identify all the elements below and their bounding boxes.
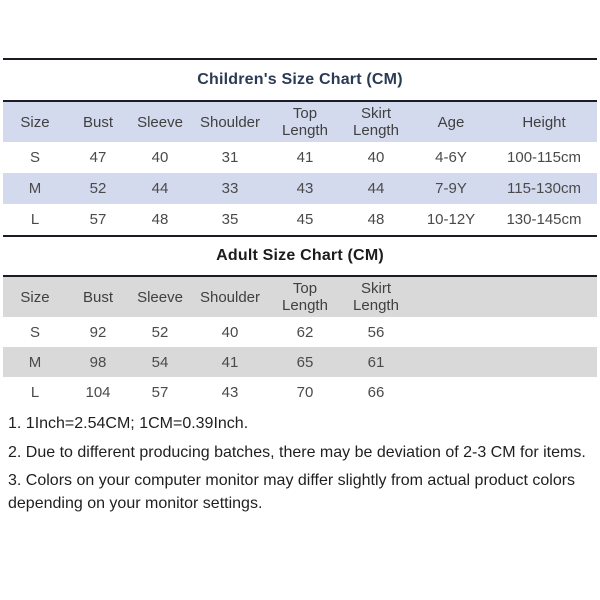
table-cell: 43: [296, 180, 314, 197]
table-row-adult-l: L 104 57 43 70 66: [3, 377, 597, 407]
children-header-row: Size Bust Sleeve Shoulder Top Length Ski…: [3, 102, 597, 142]
column-header-bust: Bust: [82, 288, 113, 306]
note-item-3: 3. Colors on your computer monitor may d…: [8, 472, 576, 513]
table-cell: 48: [151, 211, 169, 228]
table-cell: 41: [296, 149, 314, 166]
table-cell: 43: [221, 383, 239, 401]
column-header-shoulder: Shoulder: [199, 113, 261, 131]
table-cell: 35: [221, 211, 239, 228]
table-cell: 115-130cm: [507, 180, 581, 197]
table-cell: 61: [367, 353, 385, 371]
table-cell: L: [30, 383, 40, 401]
column-header-age: Age: [437, 113, 465, 131]
table-cell: 52: [89, 180, 107, 197]
table-cell: 45: [296, 211, 314, 228]
children-title-divider: [3, 100, 597, 102]
table-cell: 10-12Y: [426, 211, 476, 228]
column-header-sleeve: Sleeve: [137, 288, 183, 306]
table-cell: 104: [85, 383, 111, 401]
table-cell: L: [30, 211, 40, 228]
table-cell: 44: [367, 180, 385, 197]
table-cell: 41: [221, 353, 239, 371]
table-cell: S: [29, 149, 40, 166]
table-cell: M: [28, 353, 42, 371]
table-cell: 48: [367, 211, 385, 228]
column-header-sleeve: Sleeve: [137, 113, 183, 131]
table-cell: 47: [89, 149, 107, 166]
table-cell: 54: [151, 353, 169, 371]
table-cell: 56: [367, 323, 385, 341]
adult-header-row: Size Bust Sleeve Shoulder Top Length Ski…: [3, 277, 597, 317]
column-header-size: Size: [20, 288, 50, 306]
children-table-bottom-divider: [3, 235, 597, 237]
table-cell: 65: [296, 353, 314, 371]
filler-cell: [411, 347, 597, 377]
table-cell: S: [29, 323, 40, 341]
table-cell: 44: [151, 180, 169, 197]
column-header-skirt-length: Skirt Length: [353, 280, 399, 314]
top-spacer: [0, 0, 600, 58]
table-cell: 57: [89, 211, 107, 228]
notes-section: 1. 1Inch=2.54CM; 1CM=0.39Inch. 2. Due to…: [0, 407, 600, 516]
table-cell: 70: [296, 383, 314, 401]
column-header-bust: Bust: [82, 113, 113, 131]
table-cell: 130-145cm: [506, 211, 582, 228]
table-row-children-s: S 47 40 31 41 40 4-6Y 100-115cm: [3, 142, 597, 173]
adult-chart-title: Adult Size Chart (CM): [216, 247, 384, 264]
table-cell: 57: [151, 383, 169, 401]
table-cell: 52: [151, 323, 169, 341]
table-cell: 98: [89, 353, 107, 371]
column-header-size: Size: [20, 113, 50, 131]
column-header-top-length: Top Length: [282, 280, 328, 314]
table-cell: 7-9Y: [435, 180, 467, 197]
column-header-height: Height: [522, 113, 566, 131]
adult-size-table: Size Bust Sleeve Shoulder Top Length Ski…: [3, 277, 597, 407]
table-row-children-m: M 52 44 33 43 44 7-9Y 115-130cm: [3, 173, 597, 204]
table-cell: 33: [221, 180, 239, 197]
table-cell: 92: [89, 323, 107, 341]
adult-title-divider: [3, 275, 597, 277]
table-cell: 4-6Y: [435, 149, 467, 166]
note-item-2: 2. Due to different producing batches, t…: [8, 443, 586, 461]
table-cell: 40: [151, 149, 169, 166]
table-cell: 31: [221, 149, 239, 166]
table-row-adult-s: S 92 52 40 62 56: [3, 317, 597, 347]
column-header-shoulder: Shoulder: [199, 288, 261, 306]
children-size-table: Size Bust Sleeve Shoulder Top Length Ski…: [3, 102, 597, 235]
note-item-1: 1. 1Inch=2.54CM; 1CM=0.39Inch.: [8, 415, 249, 432]
table-cell: 40: [367, 149, 385, 166]
column-header-top-length: Top Length: [282, 105, 328, 139]
filler-cell: [411, 317, 597, 347]
top-divider: [3, 58, 597, 60]
table-row-children-l: L 57 48 35 45 48 10-12Y 130-145cm: [3, 204, 597, 235]
header-filler-cell: [411, 277, 597, 317]
table-cell: 100-115cm: [507, 149, 581, 166]
table-cell: 40: [221, 323, 239, 341]
table-row-adult-m: M 98 54 41 65 61: [3, 347, 597, 377]
column-header-skirt-length: Skirt Length: [353, 105, 399, 139]
table-cell: 66: [367, 383, 385, 401]
table-cell: 62: [296, 323, 314, 341]
filler-cell: [411, 377, 597, 407]
children-chart-title: Children's Size Chart (CM): [197, 71, 403, 88]
table-cell: M: [28, 180, 42, 197]
